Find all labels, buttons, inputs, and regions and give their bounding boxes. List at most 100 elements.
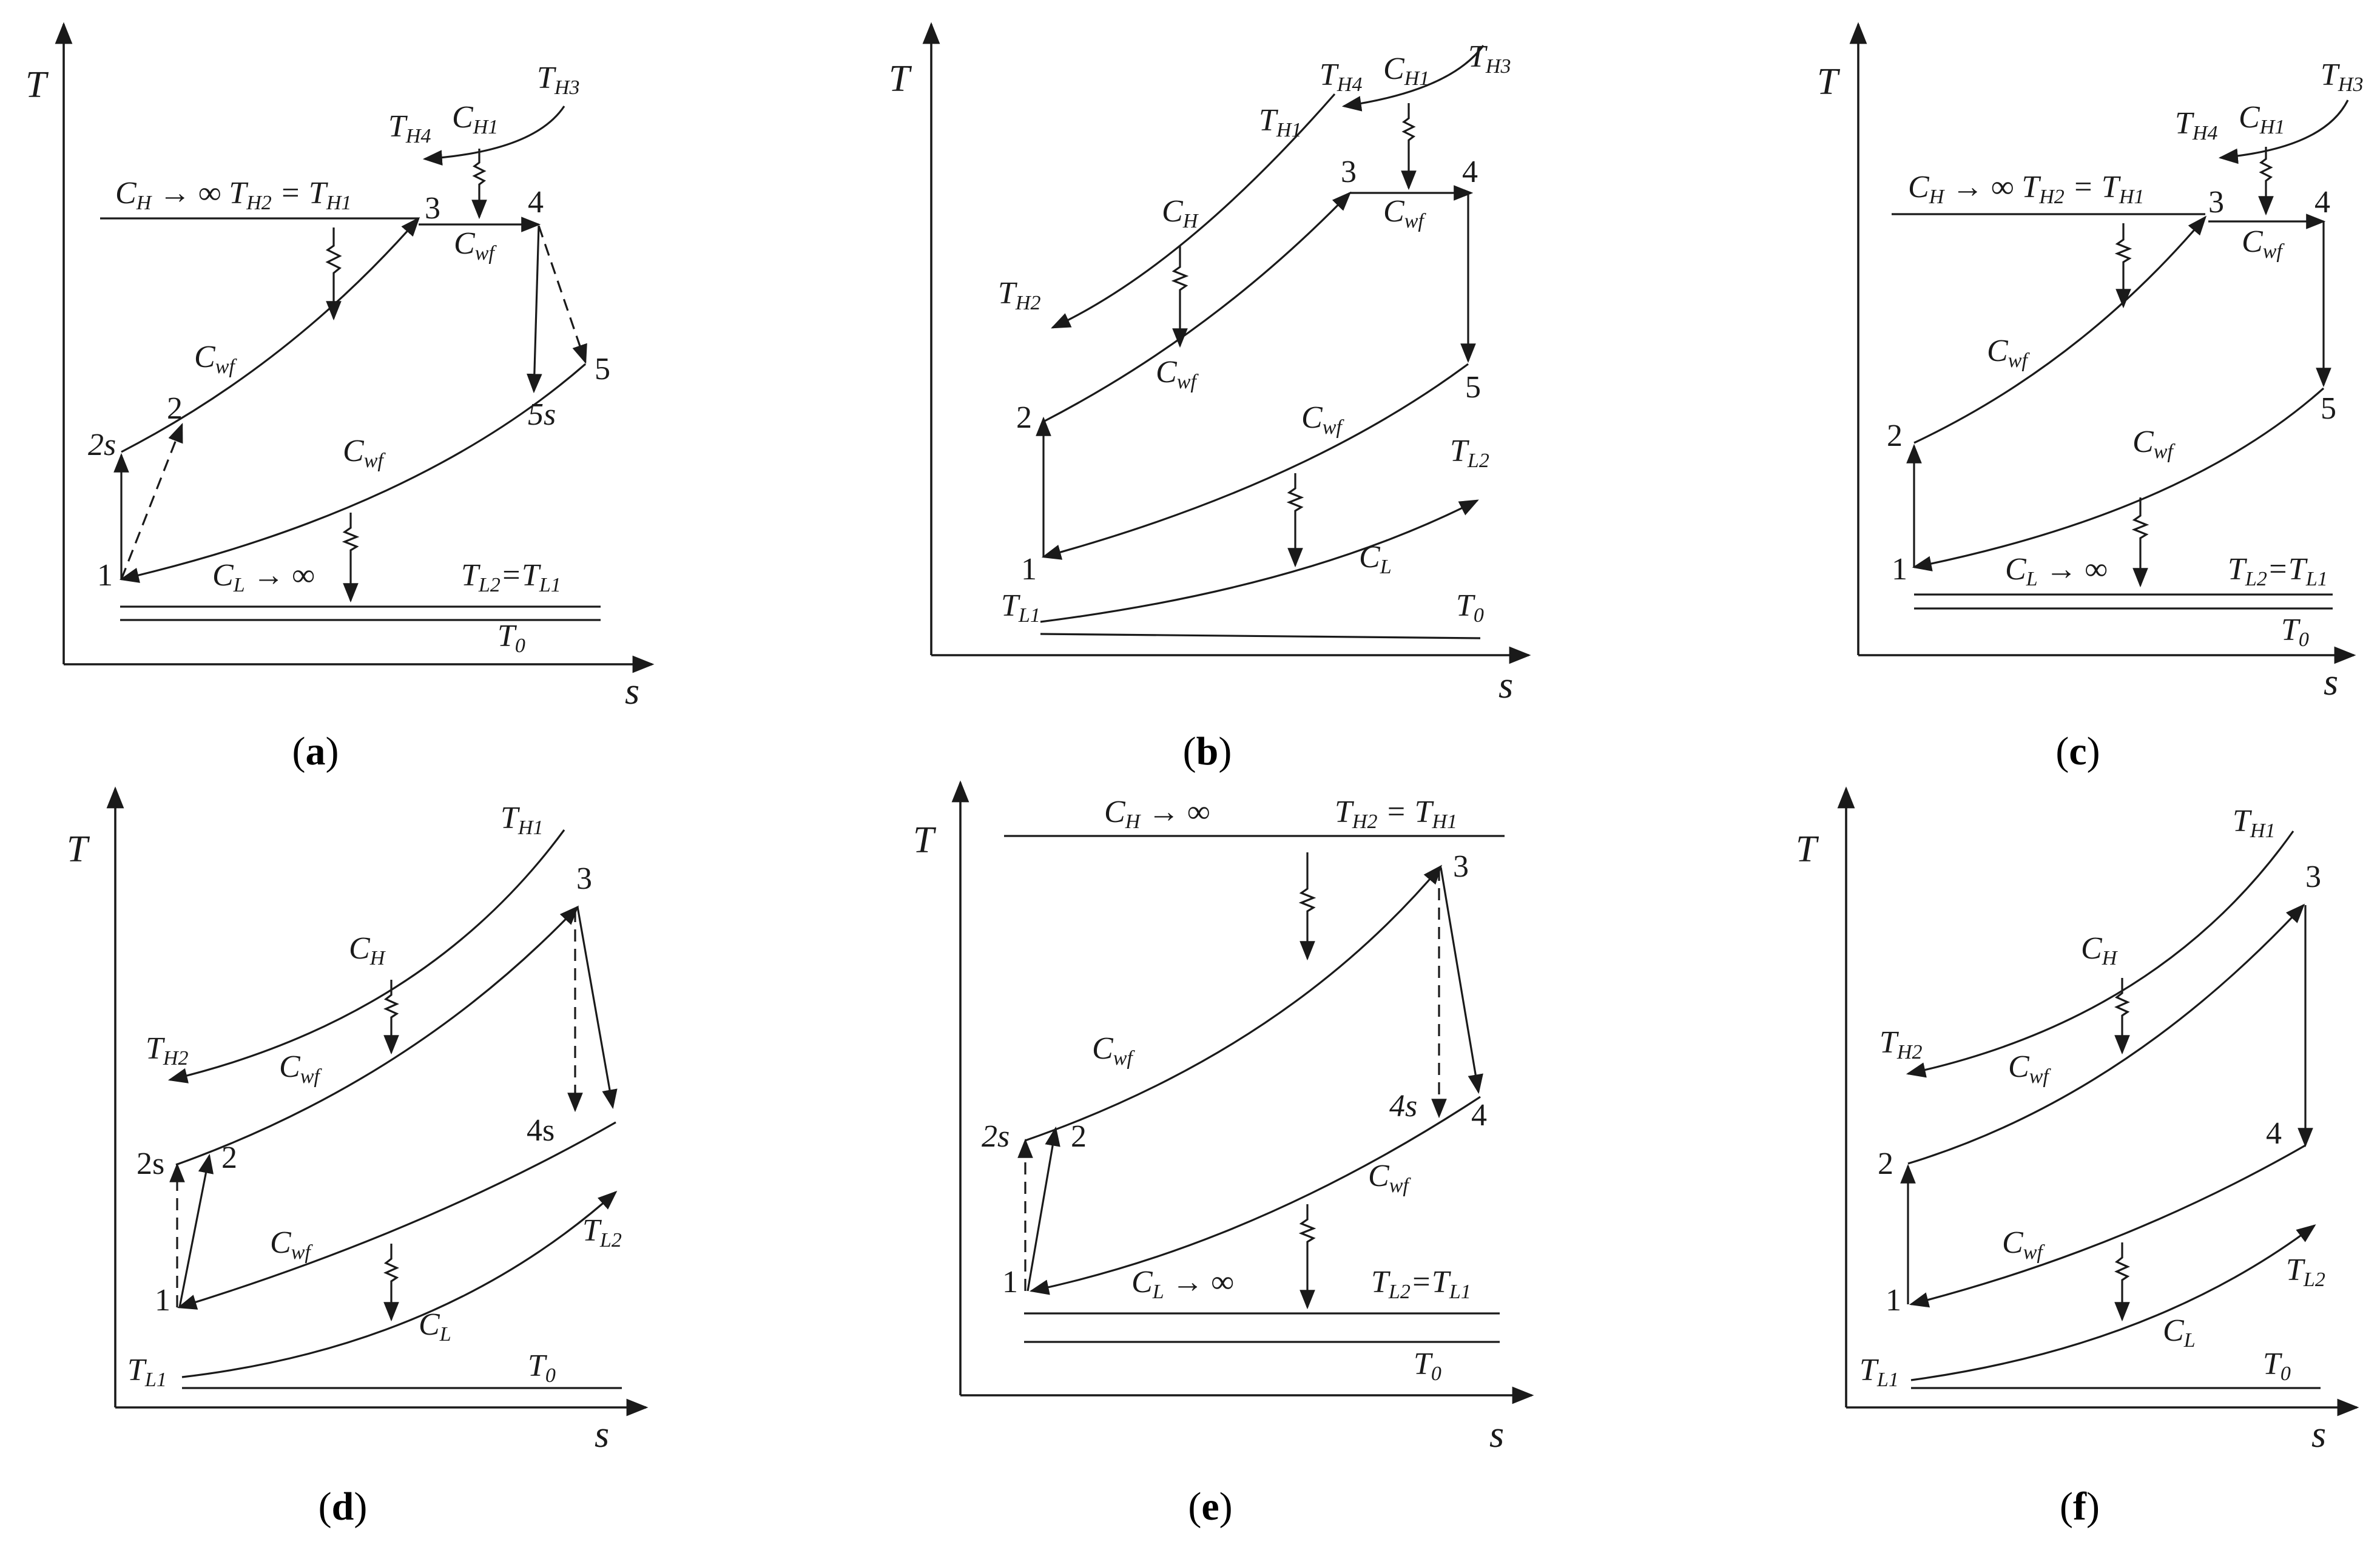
heat-rejection-zigzag	[2114, 1242, 2130, 1322]
heat-transfer-zigzag	[325, 227, 342, 321]
label-CL: CL	[1359, 540, 1392, 578]
label-Cwf: Cwf	[1301, 400, 1344, 439]
heat-rejection-zigzag	[2131, 497, 2149, 588]
label-TH2-TH1: TH2 = TH1	[1335, 795, 1457, 833]
label-TL2: TL2	[2286, 1253, 2325, 1291]
point-1: 1	[155, 1283, 170, 1318]
label-TH1: TH1	[1259, 103, 1301, 141]
point-2s: 2s	[982, 1119, 1010, 1154]
point-4: 4	[2314, 185, 2330, 220]
label-TH4: TH4	[388, 109, 431, 147]
axis-label-s: s	[595, 1414, 609, 1455]
ambient-line	[1040, 633, 1481, 639]
label-T0: T0	[1456, 588, 1484, 627]
label-CL: CL	[419, 1307, 451, 1346]
heat-transfer-zigzag	[1298, 852, 1316, 961]
heat-transfer-zigzag	[2114, 978, 2130, 1055]
point-3: 3	[1453, 849, 1469, 884]
label-Cwf: Cwf	[270, 1225, 313, 1264]
axis-label-T: T	[67, 829, 90, 870]
label-TL1: TL1	[1859, 1353, 1899, 1391]
heat-transfer-zigzag	[1171, 246, 1189, 348]
hot-stream-h1-h2	[1051, 93, 1336, 329]
point-5s: 5s	[528, 397, 556, 432]
cycle-path-3-4	[1440, 867, 1483, 1094]
axis-label-s: s	[1498, 665, 1513, 706]
label-T0: T0	[2281, 613, 2309, 651]
point-4: 4	[2266, 1116, 2282, 1151]
label-T0: T0	[528, 1349, 556, 1387]
cycle-path-2s-3	[175, 905, 579, 1166]
panel-a: T s CH → ∞ TH2 = TH1 TH3 TH4 CH1 1 2s 2 …	[25, 22, 655, 712]
label-TH1: TH1	[2233, 804, 2275, 842]
panel-b: T s TH1 TH2 CH TH3 TH4 CH1 1 2 3 4 5 Cwf…	[889, 22, 1531, 706]
label-Cwf: Cwf	[194, 340, 237, 378]
caption-d: (d)	[319, 1484, 368, 1529]
cycle-path-2-3	[1907, 903, 2305, 1165]
label-TH2: TH2	[146, 1031, 188, 1070]
cycle-path-2-3	[1913, 215, 2207, 444]
point-2s: 2s	[137, 1147, 164, 1181]
label-CL-infinity: CL → ∞	[1131, 1265, 1234, 1303]
heat-transfer-zigzag	[2114, 223, 2132, 309]
label-Cwf: Cwf	[279, 1050, 322, 1088]
label-CH: CH	[349, 931, 386, 969]
heat-transfer-zigzag	[471, 149, 487, 220]
label-TL2: TL2	[1450, 434, 1489, 472]
label-CH: CH	[2081, 931, 2119, 969]
hot-stream-h3-h4	[422, 106, 565, 166]
hot-stream-h1-h2	[1906, 831, 2294, 1078]
point-5: 5	[595, 352, 610, 386]
point-2s: 2s	[88, 428, 116, 462]
point-2: 2	[1071, 1119, 1087, 1154]
caption-a: (a)	[292, 729, 339, 773]
hot-stream-h1-h2	[167, 829, 565, 1083]
hot-stream-label: CH → ∞ TH2 = TH1	[115, 176, 351, 214]
label-TL2-TL1: TL2=TL1	[1371, 1265, 1471, 1303]
label-TL1: TL1	[1001, 588, 1040, 627]
caption-e: (e)	[1188, 1484, 1232, 1529]
point-3: 3	[2208, 185, 2224, 220]
cycle-path-4-5s	[527, 225, 542, 394]
point-4: 4	[1471, 1098, 1487, 1133]
axis-label-T: T	[25, 64, 49, 106]
axis-label-T: T	[1817, 61, 1841, 103]
point-5: 5	[2321, 391, 2336, 426]
label-T0: T0	[497, 619, 525, 657]
axis-label-s: s	[2324, 662, 2338, 703]
panel-c: T s CH → ∞ TH2 = TH1 TH3 TH4 CH1 1 2 3 4…	[1817, 22, 2363, 703]
heat-transfer-zigzag	[2258, 147, 2274, 216]
point-1: 1	[97, 558, 113, 593]
cycle-path-1-2	[1027, 1126, 1060, 1292]
point-2: 2	[167, 391, 183, 426]
point-4s: 4s	[527, 1113, 555, 1148]
point-2: 2	[1887, 419, 1903, 453]
cycle-path-4-5	[538, 225, 587, 365]
hot-stream-h3-h4	[2218, 99, 2349, 164]
heat-transfer-zigzag	[383, 980, 399, 1055]
cycle-path-5-1	[1912, 387, 2325, 571]
cycle-path-3-4	[576, 906, 618, 1110]
axis-label-T: T	[1796, 829, 1819, 870]
heat-rejection-zigzag	[1298, 1204, 1316, 1310]
heat-transfer-zigzag	[1401, 103, 1417, 190]
label-TH2: TH2	[998, 276, 1040, 314]
label-Cwf: Cwf	[1156, 355, 1199, 393]
point-1: 1	[1021, 552, 1037, 587]
axis-label-T: T	[913, 820, 937, 861]
point-1: 1	[1002, 1265, 1018, 1299]
cold-stream-l1-l2	[1910, 1224, 2316, 1381]
panel-e: T s CH → ∞ TH2 = TH1 1 2s 2 3 4s 4 Cwf C…	[913, 780, 1534, 1455]
label-TH3: TH3	[2321, 58, 2363, 96]
caption-b: (b)	[1183, 729, 1232, 773]
hot-stream-h3-h4	[1341, 45, 1485, 112]
point-2: 2	[1016, 400, 1032, 435]
caption-c: (c)	[2055, 729, 2100, 773]
cycle-path-2s-3	[121, 217, 420, 453]
label-CH-infinity: CH → ∞	[1104, 795, 1210, 833]
label-TL1: TL1	[127, 1353, 167, 1391]
cycle-path-4-1	[1029, 1096, 1481, 1295]
label-CH1: CH1	[452, 100, 498, 138]
axis-label-s: s	[1489, 1414, 1504, 1455]
